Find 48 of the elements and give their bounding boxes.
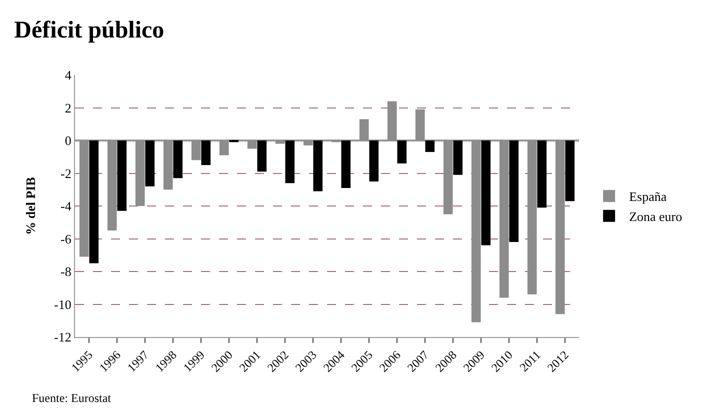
bar: [219, 140, 229, 156]
bar: [145, 140, 155, 186]
bar: [425, 140, 435, 152]
y-tick-label: -12: [54, 330, 72, 345]
bar: [509, 140, 519, 242]
bar: [397, 140, 407, 164]
y-tick-label: 4: [64, 68, 72, 83]
y-tick-label: -8: [60, 264, 72, 280]
bar: [359, 119, 369, 140]
bar: [135, 140, 145, 206]
bar: [387, 101, 397, 140]
bar: [499, 140, 509, 298]
bar: [201, 140, 211, 166]
bar: [191, 140, 201, 160]
bar: [481, 140, 491, 246]
y-tick-label: -6: [60, 231, 72, 246]
bar: [341, 140, 351, 188]
bar: [173, 140, 183, 178]
bar: [453, 140, 463, 175]
bar: [369, 140, 379, 182]
y-tick-label: -4: [60, 198, 72, 214]
chart-title: Déficit público: [14, 17, 164, 44]
bar: [443, 140, 453, 214]
bar: [415, 109, 425, 140]
bar: [313, 140, 323, 192]
bar: [527, 140, 537, 294]
bar: [79, 140, 89, 257]
legend-label: España: [629, 189, 667, 204]
bar: [555, 140, 565, 314]
bar: [117, 140, 127, 211]
bar: [163, 140, 173, 190]
bar: [471, 140, 481, 322]
bar: [285, 140, 295, 184]
source-note: Fuente: Eurostat: [32, 391, 112, 405]
y-tick-label: 2: [64, 100, 72, 116]
bar: [247, 140, 257, 149]
bar: [303, 140, 313, 146]
legend-label: Zona euro: [629, 208, 682, 224]
bar: [257, 140, 267, 172]
bar: [89, 140, 99, 264]
bar: [107, 140, 117, 231]
y-tick-label: 0: [64, 133, 72, 148]
bar: [565, 140, 575, 202]
bar: [275, 140, 285, 144]
bar: [537, 140, 547, 208]
y-axis-title: % del PIB: [23, 176, 38, 235]
y-tick-label: -10: [54, 296, 72, 312]
y-tick-label: -2: [60, 166, 72, 181]
